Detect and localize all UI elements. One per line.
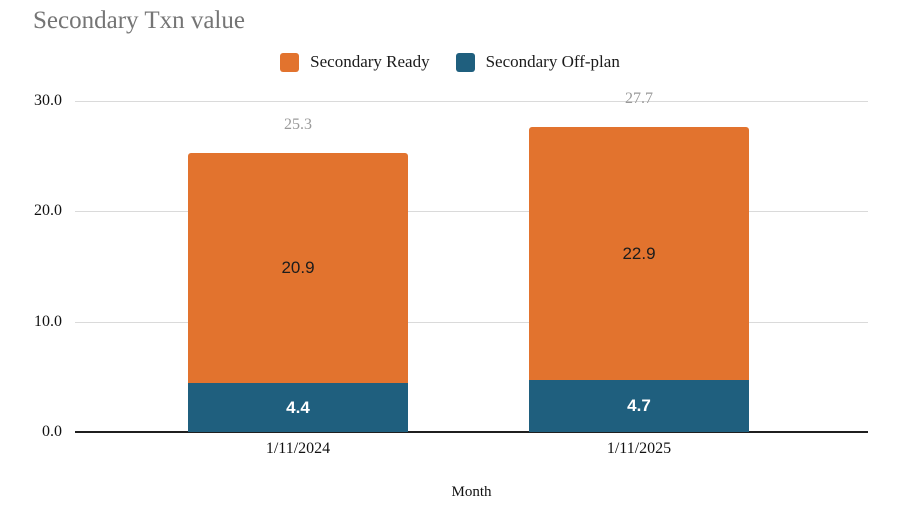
bar-segment-ready[interactable]: 22.9	[529, 127, 749, 381]
legend-swatch-offplan-icon	[455, 52, 475, 72]
y-tick-label: 20.0	[34, 202, 62, 220]
bar-segment-ready[interactable]: 20.9	[188, 152, 408, 384]
legend-label-secondary-offplan: Secondary Off-plan	[485, 52, 620, 71]
legend-item-secondary-offplan[interactable]: Secondary Off-plan	[455, 52, 620, 72]
bar-value-label: 4.4	[286, 397, 310, 417]
legend-label-secondary-ready: Secondary Ready	[310, 52, 430, 71]
x-tick-label: 1/11/2025	[606, 440, 672, 457]
gridline	[75, 321, 868, 323]
bar-value-label: 22.9	[622, 243, 656, 263]
legend-swatch-ready-icon	[280, 52, 300, 72]
bar-total-label: 27.7	[625, 90, 653, 108]
legend: Secondary Ready Secondary Off-plan	[0, 52, 900, 72]
bar-value-label: 20.9	[281, 258, 315, 278]
bar-segment-offplan[interactable]: 4.4	[188, 383, 408, 432]
y-tick-label: 0.0	[42, 423, 62, 440]
legend-item-secondary-ready[interactable]: Secondary Ready	[280, 52, 430, 72]
y-tick-label: 30.0	[34, 92, 62, 109]
gridline	[75, 211, 868, 213]
chart-title: Secondary Txn value	[33, 7, 245, 34]
y-tick-label: 10.0	[34, 312, 62, 330]
x-axis-title: Month	[451, 484, 492, 500]
bar-value-label: 4.7	[627, 396, 651, 416]
gridline	[75, 101, 868, 102]
x-axis-line	[75, 431, 868, 433]
bar-segment-offplan[interactable]: 4.7	[529, 380, 749, 432]
bar-total-label: 25.3	[284, 115, 312, 133]
x-tick-label: 1/11/2024	[265, 440, 331, 457]
